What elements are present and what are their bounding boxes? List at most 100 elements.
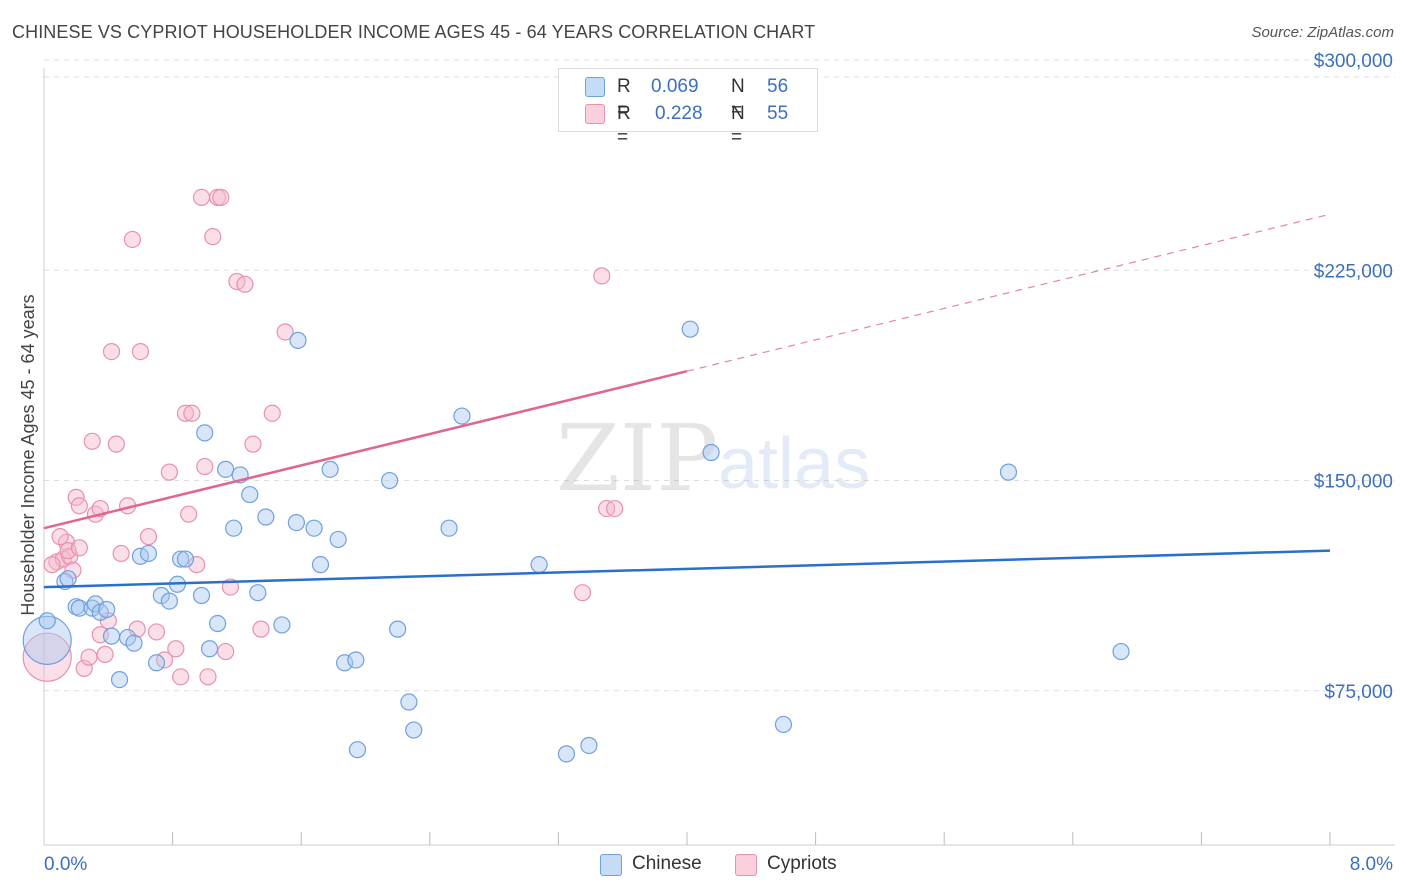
x-ticks <box>172 832 1331 845</box>
cypriots-point <box>176 404 195 422</box>
chinese-point <box>289 331 307 349</box>
chinese-point <box>257 508 275 526</box>
chinese-point <box>70 599 88 617</box>
cypriots-point <box>75 659 93 677</box>
legend-n-value: 56 <box>767 76 789 97</box>
legend-n-value: 55 <box>767 103 789 124</box>
chinese-point <box>200 640 219 658</box>
chinese-trend-line <box>43 549 1331 589</box>
cypriots-point <box>80 648 98 666</box>
chinese-point <box>172 550 190 568</box>
chinese-point <box>348 741 367 759</box>
legend-swatch-chinese <box>585 77 605 97</box>
cypriots-point <box>180 505 198 523</box>
cypriots-point <box>204 228 222 246</box>
chinese-point <box>192 586 211 605</box>
cypriots-point <box>236 275 254 293</box>
legend-r-value: 0.228 <box>655 103 703 124</box>
chinese-point <box>405 721 423 739</box>
legend-n-label: N = <box>731 103 745 148</box>
legend-r-label: R = <box>617 103 631 148</box>
cypriots-trend-line <box>43 370 688 530</box>
cypriots-point <box>593 267 611 285</box>
legend-swatch-cypriots <box>585 104 605 124</box>
trend-lines <box>43 213 1331 589</box>
chinese-point <box>453 407 471 425</box>
cypriots-point <box>102 342 121 361</box>
chinese-point <box>241 485 259 504</box>
chinese-point <box>400 693 418 711</box>
watermark: ZIP atlas <box>556 405 870 512</box>
chinese-point <box>147 654 166 672</box>
chinese-point <box>702 443 720 462</box>
chinese-point <box>209 614 227 633</box>
grid-lines <box>44 59 1395 692</box>
bottom-legend-swatch-cypriots <box>735 854 757 876</box>
chinese-point <box>125 634 143 652</box>
chinese-point <box>139 544 158 563</box>
chinese-point <box>38 612 56 630</box>
bottom-legend-swatch-chinese <box>600 854 622 876</box>
cypriots-point <box>22 632 72 682</box>
cypriots-point <box>83 432 101 450</box>
chinese-point <box>249 584 267 602</box>
cypriots-point <box>96 645 114 663</box>
chinese-point <box>98 600 116 619</box>
chinese-point <box>160 592 178 610</box>
cypriots-point <box>139 528 158 546</box>
cypriots-point <box>172 668 190 686</box>
cypriots-point <box>70 539 88 557</box>
cypriots-point <box>276 323 294 341</box>
chinese-point <box>225 519 243 537</box>
chinese-point <box>557 745 576 763</box>
chinese-point <box>381 471 399 490</box>
chinese-point <box>1112 642 1130 661</box>
chinese-points <box>22 320 1130 763</box>
cypriots-points <box>22 188 624 686</box>
cypriots-point <box>107 435 125 453</box>
watermark-zip: ZIP <box>556 405 718 512</box>
cypriots-point <box>192 188 211 207</box>
chinese-point <box>59 570 77 588</box>
y-tick-label: $225,000 <box>1314 261 1393 282</box>
cypriots-point <box>43 556 61 574</box>
chinese-point <box>217 460 235 478</box>
chinese-point <box>681 320 699 338</box>
y-tick-label: $75,000 <box>1324 682 1393 703</box>
bottom-legend-label-chinese: Chinese <box>632 853 702 874</box>
cypriots-point <box>263 404 281 422</box>
x-tick-label-max: 8.0% <box>1350 854 1393 875</box>
chinese-point <box>22 615 72 665</box>
chinese-point <box>440 519 458 537</box>
legend-n-label: N = <box>731 76 745 121</box>
legend-r-value: 0.069 <box>651 76 699 97</box>
chinese-point <box>336 654 354 672</box>
chinese-point <box>110 670 129 689</box>
cypriots-point <box>147 623 166 641</box>
cypriots-point <box>70 497 88 515</box>
cypriots-point <box>244 435 262 453</box>
y-axis-label: Householder Income Ages 45 - 64 years <box>18 294 38 615</box>
legend: R = 0.069 N = 56 R = 0.228 N = 55 <box>558 68 818 148</box>
cypriots-point <box>112 544 130 563</box>
chart-source: Source: ZipAtlas.com <box>1251 24 1394 41</box>
cypriots-point <box>573 584 592 602</box>
bottom-legend-label-cypriots: Cypriots <box>767 853 837 874</box>
chinese-point <box>102 627 121 645</box>
chinese-point <box>305 519 323 537</box>
cypriots-point <box>606 499 624 518</box>
cypriots-point <box>123 230 142 249</box>
y-tick-label: $300,000 <box>1314 51 1393 72</box>
cypriots-point <box>212 188 230 207</box>
y-tick-labels: $75,000 $150,000 $225,000 $300,000 <box>1314 51 1393 703</box>
chinese-point <box>389 620 407 638</box>
cypriots-point <box>51 528 69 546</box>
chinese-point <box>287 514 305 532</box>
legend-r-label: R = <box>617 76 631 121</box>
chinese-point <box>273 616 291 634</box>
chart-title: CHINESE VS CYPRIOT HOUSEHOLDER INCOME AG… <box>12 22 816 42</box>
cypriots-point <box>167 640 185 658</box>
cypriots-point <box>183 404 201 422</box>
chinese-point <box>176 550 195 568</box>
